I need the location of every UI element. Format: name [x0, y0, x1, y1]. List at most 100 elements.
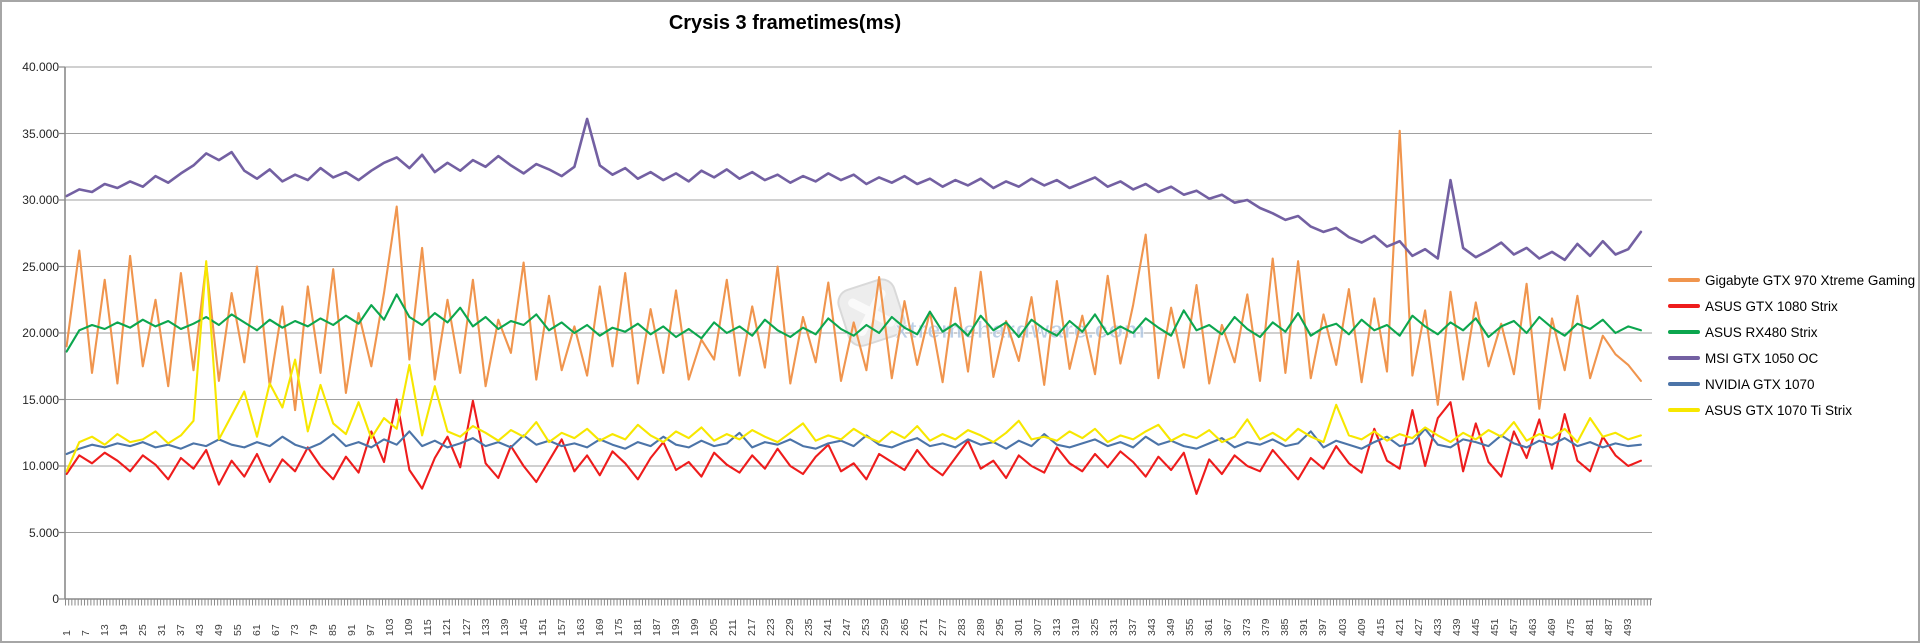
x-tick-label: 73	[289, 624, 302, 636]
legend-line-swatch	[1668, 356, 1700, 360]
x-tick-label: 181	[631, 618, 644, 636]
x-tick-label: 37	[174, 624, 187, 636]
y-tick-label: 15.000	[22, 392, 59, 407]
x-tick-label: 415	[1374, 618, 1387, 636]
chart-title: Crysis 3 frametimes(ms)	[668, 12, 902, 34]
y-tick-label: 35.000	[22, 126, 59, 141]
x-tick-label: 427	[1412, 618, 1425, 636]
x-tick-label: 127	[460, 618, 473, 636]
x-tick-label: 97	[365, 624, 378, 636]
x-tick-label: 397	[1317, 618, 1330, 636]
x-tick-label: 319	[1069, 618, 1082, 636]
x-tick-label: 31	[155, 624, 168, 636]
x-tick-label: 409	[1355, 618, 1368, 636]
legend-item-gtx1070: NVIDIA GTX 1070	[1668, 376, 1915, 392]
x-tick-label: 49	[212, 624, 225, 636]
x-tick-label: 295	[993, 618, 1006, 636]
x-tick-label: 175	[612, 618, 625, 636]
series-lines	[65, 117, 1643, 495]
x-tick-label: 307	[1031, 618, 1044, 636]
y-tick-label: 5.000	[28, 525, 59, 540]
x-tick-label: 187	[650, 618, 663, 636]
legend-label: ASUS RX480 Strix	[1705, 324, 1818, 340]
x-tick-label: 355	[1184, 618, 1197, 636]
x-tick-label: 481	[1584, 618, 1597, 636]
x-tick-label: 313	[1050, 618, 1063, 636]
x-tick-label: 163	[574, 618, 587, 636]
y-tick-label: 25.000	[22, 259, 59, 274]
series-line-3	[65, 117, 1643, 262]
x-tick-label: 457	[1507, 618, 1520, 636]
x-tick-label: 223	[765, 618, 778, 636]
y-tick-label: 40.000	[22, 60, 59, 74]
x-tick-label: 145	[517, 618, 530, 636]
legend-line-swatch	[1668, 278, 1700, 282]
x-tick-label: 109	[403, 618, 416, 636]
axis-lines	[64, 67, 1652, 606]
x-tick-label: 13	[98, 624, 111, 636]
legend-label: ASUS GTX 1080 Strix	[1705, 298, 1838, 314]
x-tick-label: 7	[79, 630, 92, 636]
x-tick-label: 55	[231, 624, 244, 636]
x-tick-label: 151	[536, 618, 549, 636]
legend-item-gtx970: Gigabyte GTX 970 Xtreme Gaming	[1668, 272, 1915, 288]
legend-item-gtx1070ti: ASUS GTX 1070 Ti Strix	[1668, 402, 1915, 418]
x-tick-label: 421	[1393, 618, 1406, 636]
legend-item-gtx1080: ASUS GTX 1080 Strix	[1668, 298, 1915, 314]
series-line-5	[65, 260, 1642, 473]
x-tick-label: 451	[1488, 618, 1501, 636]
legend: Gigabyte GTX 970 Xtreme Gaming ASUS GTX …	[1668, 272, 1915, 418]
x-tick-label: 79	[308, 624, 321, 636]
x-tick-label: 121	[441, 618, 454, 636]
x-tick-label: 139	[498, 618, 511, 636]
x-tick-label: 349	[1165, 618, 1178, 636]
x-tick-label: 25	[136, 624, 149, 636]
x-tick-label: 199	[689, 618, 702, 636]
x-tick-label: 403	[1336, 618, 1349, 636]
legend-label: MSI GTX 1050 OC	[1705, 350, 1819, 366]
legend-item-gtx1050: MSI GTX 1050 OC	[1668, 350, 1915, 366]
x-tick-label: 229	[784, 618, 797, 636]
y-tick-label: 20.000	[22, 326, 59, 340]
y-tick-label: 10.000	[22, 459, 59, 473]
x-tick-label: 91	[346, 624, 359, 636]
x-tick-label: 487	[1603, 618, 1616, 636]
legend-item-rx480: ASUS RX480 Strix	[1668, 324, 1915, 340]
x-tick-label: 1	[60, 630, 73, 636]
x-tick-label: 475	[1565, 618, 1578, 636]
x-tick-label: 241	[822, 618, 835, 636]
x-tick-label: 271	[917, 618, 930, 636]
x-tick-label: 247	[841, 618, 854, 636]
legend-label: Gigabyte GTX 970 Xtreme Gaming	[1705, 272, 1916, 288]
x-tick-label: 439	[1450, 618, 1463, 636]
series-line-0	[65, 129, 1642, 412]
x-tick-label: 133	[479, 618, 492, 636]
x-tick-label: 85	[327, 624, 340, 636]
gridlines	[59, 66, 1652, 600]
x-tick-label: 361	[1203, 618, 1216, 636]
x-tick-label: 379	[1260, 618, 1273, 636]
x-tick-label: 265	[898, 618, 911, 636]
x-tick-label: 211	[727, 619, 740, 636]
x-tick-label: 157	[555, 618, 568, 636]
x-tick-label: 67	[270, 624, 283, 636]
x-tick-label: 259	[879, 618, 892, 636]
x-tick-label: 253	[860, 618, 873, 636]
x-tick-label: 445	[1469, 618, 1482, 636]
legend-line-swatch	[1668, 330, 1700, 334]
x-tick-label: 205	[708, 618, 721, 636]
x-tick-label: 373	[1241, 618, 1254, 636]
x-tick-label: 469	[1546, 618, 1559, 636]
x-tick-label: 115	[422, 619, 435, 636]
x-tick-label: 433	[1431, 618, 1444, 636]
x-tick-label: 217	[746, 618, 759, 636]
x-tick-label: 103	[384, 618, 397, 636]
x-tick-label: 343	[1146, 618, 1159, 636]
x-tick-label: 193	[669, 618, 682, 636]
x-tick-label: 277	[936, 618, 949, 636]
x-tick-label: 61	[251, 624, 264, 636]
x-tick-label: 391	[1298, 618, 1311, 636]
y-tick-label: 0	[52, 592, 59, 606]
x-tick-label: 337	[1127, 618, 1140, 636]
